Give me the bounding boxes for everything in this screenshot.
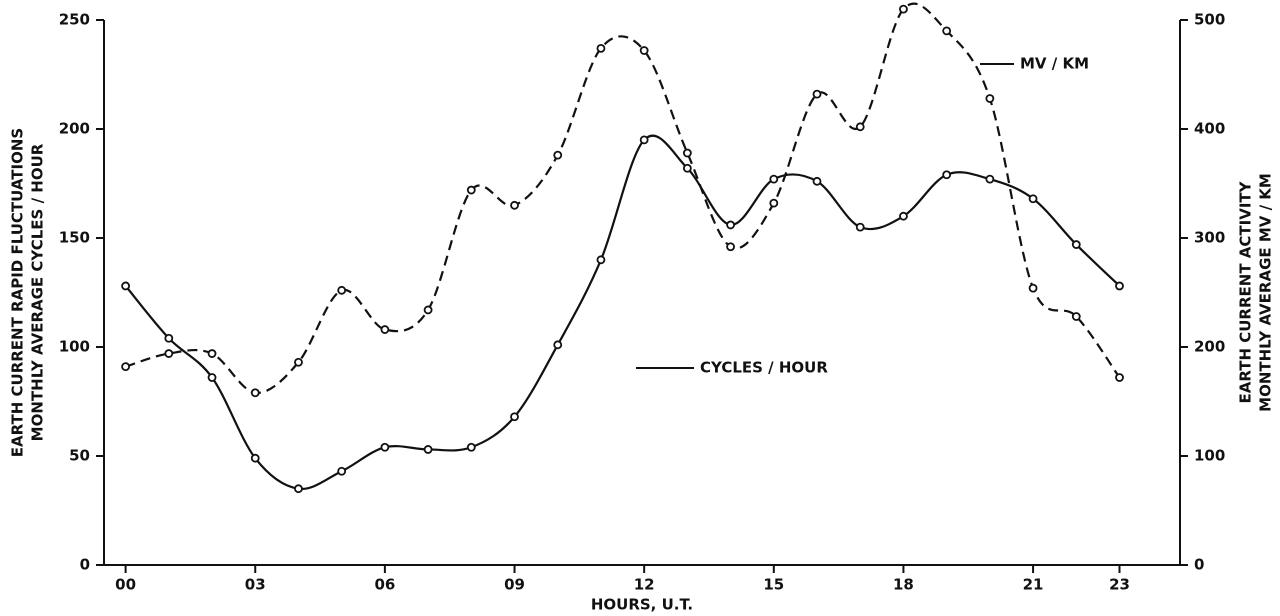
data-point bbox=[942, 170, 952, 180]
y-axis-label: MONTHLY AVERAGE CYCLES / HOUR bbox=[29, 143, 47, 441]
data-point bbox=[596, 255, 606, 265]
x-axis-label: HOURS, U.T. bbox=[591, 596, 693, 614]
data-point bbox=[250, 453, 260, 463]
data-point bbox=[207, 373, 217, 382]
y2-tick-label: 300 bbox=[1194, 229, 1225, 247]
data-point bbox=[1028, 194, 1038, 204]
series-line bbox=[124, 134, 1121, 490]
y-tick-label: 150 bbox=[59, 229, 90, 247]
data-point bbox=[769, 198, 779, 208]
data-point bbox=[726, 242, 735, 252]
data-point bbox=[207, 349, 217, 358]
data-point bbox=[121, 362, 131, 372]
series-line bbox=[125, 2, 1121, 394]
data-point bbox=[985, 94, 995, 103]
series-label: MV / KM bbox=[1020, 55, 1089, 73]
data-point bbox=[899, 211, 908, 221]
data-point bbox=[510, 412, 519, 422]
y2-axis-label: MONTHLY AVERAGE MV / KM bbox=[1257, 173, 1275, 412]
data-point bbox=[855, 122, 865, 132]
data-point bbox=[337, 466, 347, 476]
data-point bbox=[164, 349, 174, 358]
data-point bbox=[899, 4, 908, 14]
y2-tick-label: 200 bbox=[1194, 338, 1225, 356]
y-tick-label: 250 bbox=[59, 11, 90, 29]
series-label: CYCLES / HOUR bbox=[700, 359, 828, 377]
data-point bbox=[510, 200, 519, 210]
axis-frame bbox=[103, 20, 1181, 566]
data-point bbox=[294, 484, 303, 494]
y-tick-label: 50 bbox=[69, 447, 90, 465]
y2-axis-label: EARTH CURRENT ACTIVITY bbox=[1237, 180, 1255, 403]
data-point bbox=[250, 388, 260, 398]
x-tick-label: 00 bbox=[115, 576, 136, 594]
x-tick-label: 09 bbox=[504, 576, 525, 594]
data-point bbox=[682, 148, 692, 158]
data-point bbox=[942, 26, 952, 36]
x-tick-label: 06 bbox=[374, 576, 395, 594]
x-tick-label: 15 bbox=[763, 576, 784, 594]
y-axis-label: EARTH CURRENT RAPID FLUCTUATIONS bbox=[9, 128, 27, 457]
y-tick-label: 100 bbox=[59, 338, 90, 356]
y2-tick-label: 500 bbox=[1194, 11, 1225, 29]
data-point bbox=[769, 174, 779, 184]
data-point bbox=[423, 305, 433, 315]
data-point bbox=[1071, 312, 1081, 321]
data-point bbox=[337, 285, 347, 295]
data-point bbox=[294, 357, 303, 367]
data-point bbox=[985, 174, 995, 184]
y-tick-label: 0 bbox=[80, 556, 90, 574]
data-point bbox=[466, 185, 476, 195]
x-tick-label: 23 bbox=[1109, 576, 1130, 594]
data-point bbox=[164, 333, 174, 343]
data-point bbox=[466, 442, 476, 452]
data-point bbox=[1071, 240, 1081, 249]
data-point bbox=[639, 135, 649, 145]
y-tick-label: 200 bbox=[59, 120, 90, 138]
data-point bbox=[553, 340, 563, 350]
x-tick-label: 03 bbox=[245, 576, 266, 594]
data-point bbox=[855, 222, 865, 232]
data-point bbox=[553, 150, 563, 160]
data-point bbox=[812, 176, 822, 186]
y2-tick-label: 100 bbox=[1194, 447, 1225, 465]
data-point bbox=[1028, 283, 1038, 293]
data-point bbox=[380, 442, 390, 452]
data-point bbox=[596, 43, 606, 53]
y2-tick-label: 400 bbox=[1194, 120, 1225, 138]
data-point bbox=[1115, 373, 1124, 382]
data-point bbox=[639, 46, 649, 55]
data-point bbox=[423, 445, 433, 454]
x-tick-label: 18 bbox=[893, 576, 914, 594]
data-point bbox=[812, 89, 822, 99]
y2-tick-label: 0 bbox=[1194, 556, 1204, 574]
data-point bbox=[682, 163, 692, 173]
x-tick-label: 21 bbox=[1023, 576, 1044, 594]
x-tick-label: 12 bbox=[634, 576, 655, 594]
data-point bbox=[1115, 281, 1124, 291]
data-point bbox=[726, 220, 735, 230]
data-point bbox=[380, 325, 390, 334]
data-point bbox=[121, 281, 131, 291]
